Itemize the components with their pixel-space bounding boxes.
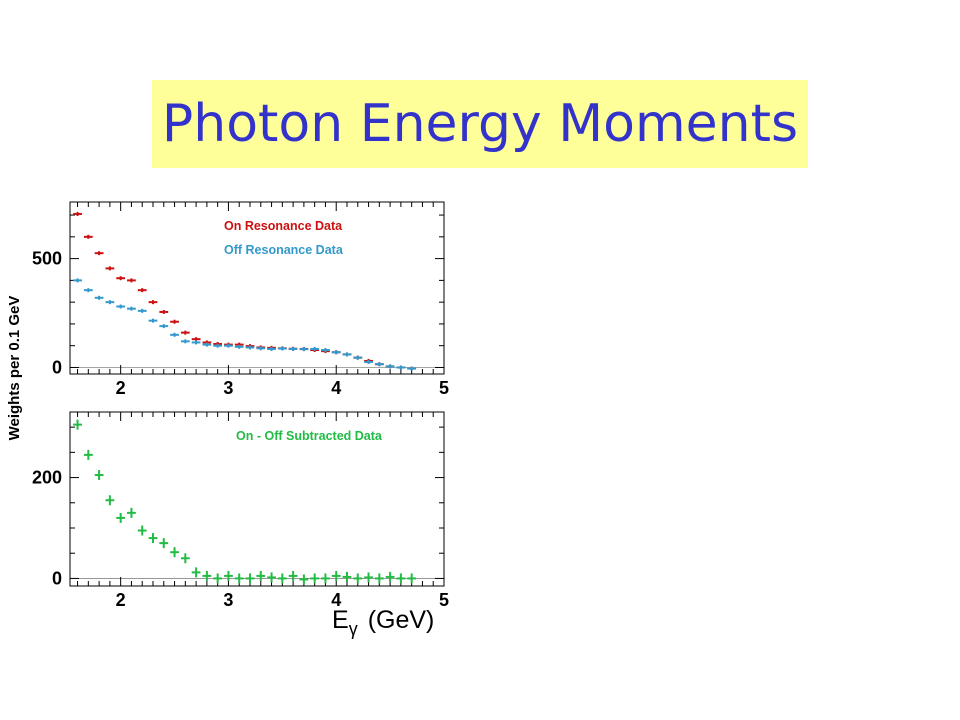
legend-entry: On Resonance Data	[224, 219, 343, 233]
plot-frame	[69, 411, 445, 587]
slide-title: Photon Energy Moments	[161, 94, 799, 154]
y-tick-label: 0	[52, 357, 62, 377]
legend-entry: On - Off Subtracted Data	[236, 429, 383, 443]
x-tick-label: 4	[331, 378, 341, 398]
x-tick-label: 5	[439, 590, 449, 610]
y-tick-label: 0	[52, 568, 62, 588]
x-tick-label: 3	[223, 378, 233, 398]
x-axis-label-sub: γ	[349, 619, 358, 639]
photon-energy-figure: Weights per 0.1 GeV Eγ (GeV) 2 3 4 5 0 500 On R…	[6, 201, 449, 639]
x-axis-label-main: E	[332, 606, 349, 634]
x-tick-label: 5	[439, 378, 449, 398]
plot-frame	[69, 201, 445, 375]
x-axis-label: Eγ (GeV)	[332, 606, 434, 639]
panel-top: 2 3 4 5 0 500 On Resonance Data Off Resonance D…	[32, 201, 449, 398]
series-on-off-subtracted-data	[73, 419, 417, 585]
y-tick-label: 200	[32, 468, 62, 488]
legend-entry: Off Resonance Data	[224, 243, 344, 257]
panel-bottom: 2 3 4 5 0 200 On - Off Subtracted Data	[32, 411, 449, 610]
y-tick-label: 500	[32, 249, 62, 269]
x-tick-label: 4	[331, 590, 341, 610]
slide-title-box: Photon Energy Moments	[152, 80, 808, 168]
x-tick-label: 3	[223, 590, 233, 610]
x-tick-label: 2	[116, 378, 126, 398]
series-off-resonance-data	[73, 278, 417, 371]
series-on-resonance-data	[73, 211, 417, 371]
x-axis-label-unit: (GeV)	[368, 606, 435, 634]
x-tick-label: 2	[116, 590, 126, 610]
y-axis-label: Weights per 0.1 GeV	[6, 296, 23, 441]
